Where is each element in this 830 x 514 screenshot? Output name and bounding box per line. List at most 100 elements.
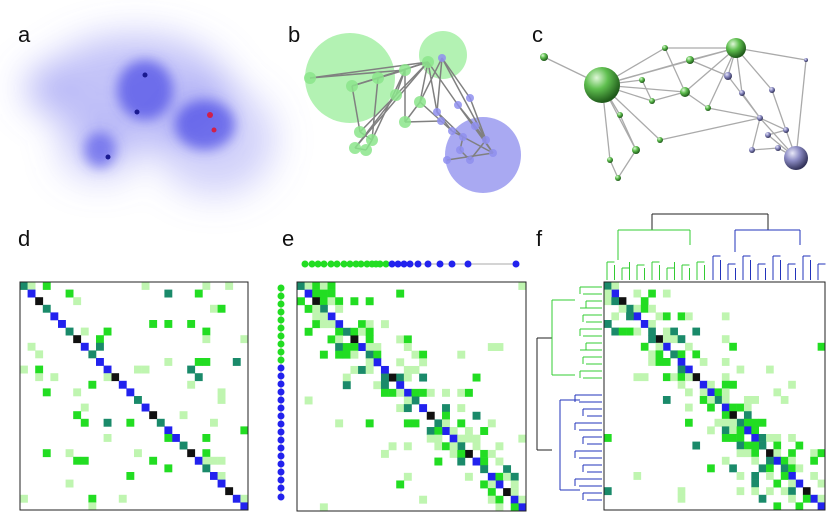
matrix-cell [648, 327, 656, 336]
matrix-cell [677, 312, 686, 321]
panel-a-density-map [23, 35, 275, 195]
matrix-cell [788, 449, 796, 458]
network-node [399, 116, 411, 128]
node-marker [277, 428, 285, 436]
matrix-cell [495, 442, 504, 451]
node-marker [352, 260, 360, 268]
matrix-cell [788, 472, 796, 480]
matrix-cell [50, 373, 59, 382]
matrix-cell [350, 297, 359, 306]
matrix-cell [403, 396, 412, 405]
matrix-cell [65, 327, 74, 336]
matrix-cell [403, 388, 412, 397]
matrix-cell [729, 426, 737, 435]
matrix-cell [202, 327, 211, 336]
matrix-cell [626, 312, 634, 321]
matrix-cell [187, 320, 196, 328]
matrix-cell [335, 320, 344, 329]
network-3d-node [769, 87, 775, 93]
matrix-cell [141, 282, 150, 290]
network-node [466, 156, 474, 164]
matrix-cell [662, 342, 671, 351]
matrix-cell [480, 449, 489, 458]
matrix-cell [677, 494, 686, 503]
matrix-cell [335, 343, 344, 351]
matrix-cell [179, 411, 188, 420]
panel-d-matrix-unordered [19, 281, 249, 511]
matrix-cell [164, 464, 173, 473]
matrix-cell [685, 418, 693, 427]
matrix-e-frame [296, 281, 527, 512]
network-3d-edge [689, 59, 729, 77]
matrix-cell [210, 472, 218, 480]
matrix-cell [773, 479, 782, 488]
matrix-cell [327, 282, 336, 290]
network-edge [441, 57, 471, 99]
panel-b-network-2d [304, 31, 521, 193]
matrix-cell [707, 426, 715, 435]
matrix-cell [685, 403, 693, 412]
matrix-cell [35, 365, 44, 374]
node-marker [327, 260, 335, 268]
matrix-cell [411, 350, 420, 359]
matrix-cell [319, 312, 328, 321]
matrix-cell [134, 449, 142, 458]
matrix-cell [655, 312, 664, 321]
matrix-cell [487, 472, 496, 481]
matrix-cell [611, 312, 620, 321]
network-edge [351, 85, 361, 133]
node-marker [277, 348, 285, 356]
network-node [433, 108, 441, 116]
matrix-cell [692, 441, 701, 450]
matrix-cell [810, 449, 818, 458]
matrix-cell [670, 373, 678, 382]
matrix-cell [327, 335, 336, 344]
matrix-cell [164, 320, 173, 328]
matrix-cell [419, 495, 428, 504]
matrix-cell [126, 418, 135, 427]
matrix-cell [42, 388, 51, 397]
node-marker [277, 356, 285, 364]
matrix-cell [365, 365, 374, 374]
matrix-cell [780, 487, 789, 496]
matrix-cell [335, 335, 344, 344]
matrix-cell [472, 442, 481, 451]
matrix-cell [73, 335, 82, 344]
matrix-cell [670, 335, 678, 344]
matrix-cell [403, 343, 412, 351]
matrix-cell [365, 419, 374, 428]
network-3d-node [540, 53, 548, 61]
matrix-cell [817, 502, 826, 511]
panel-label-c: c [532, 22, 543, 47]
matrix-cell [42, 449, 51, 458]
matrix-cell [149, 411, 158, 420]
density-core [84, 60, 235, 168]
matrix-cell [618, 304, 627, 313]
matrix-cell [721, 388, 730, 397]
matrix-cell [640, 320, 649, 328]
matrix-cell [611, 289, 620, 298]
node-marker [277, 436, 285, 444]
network-node [372, 72, 384, 84]
matrix-cell [758, 434, 767, 442]
matrix-cell [403, 335, 412, 344]
matrix-cell [751, 472, 759, 480]
matrix-cell [419, 388, 428, 397]
matrix-cell [487, 480, 496, 489]
matrix-cell [802, 487, 811, 496]
matrix-cell [442, 419, 450, 428]
matrix-cell [27, 342, 36, 351]
matrix-cell [721, 312, 730, 321]
network-edge [354, 61, 429, 149]
matrix-cell [65, 449, 74, 458]
matrix-cell [35, 373, 44, 382]
network-node [459, 133, 467, 141]
matrix-cell [487, 449, 496, 458]
network-node [448, 127, 456, 135]
matrix-cell [411, 419, 420, 428]
matrix-cell [111, 373, 120, 382]
node-marker [277, 396, 285, 404]
node-marker [382, 260, 390, 268]
matrix-cell [141, 365, 150, 374]
node-marker [277, 364, 285, 372]
